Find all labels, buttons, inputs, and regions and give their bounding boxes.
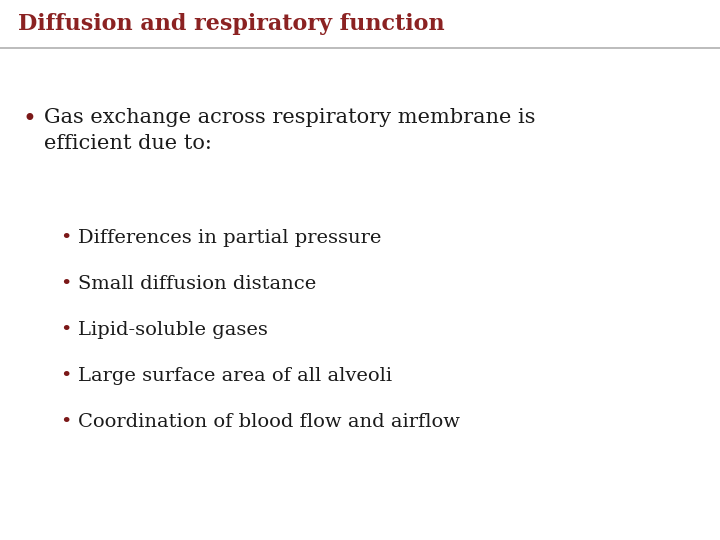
Text: Diffusion and respiratory function: Diffusion and respiratory function [18,13,445,35]
Text: •: • [22,108,36,131]
Text: •: • [60,413,71,431]
Text: •: • [60,321,71,339]
Text: •: • [60,275,71,293]
Text: Coordination of blood flow and airflow: Coordination of blood flow and airflow [78,413,460,431]
Text: •: • [60,367,71,385]
Text: Gas exchange across respiratory membrane is: Gas exchange across respiratory membrane… [44,108,536,127]
Text: Large surface area of all alveoli: Large surface area of all alveoli [78,367,392,385]
Text: •: • [60,229,71,247]
Text: Differences in partial pressure: Differences in partial pressure [78,229,382,247]
Text: efficient due to:: efficient due to: [44,134,212,153]
Text: Lipid-soluble gases: Lipid-soluble gases [78,321,268,339]
Text: Small diffusion distance: Small diffusion distance [78,275,316,293]
